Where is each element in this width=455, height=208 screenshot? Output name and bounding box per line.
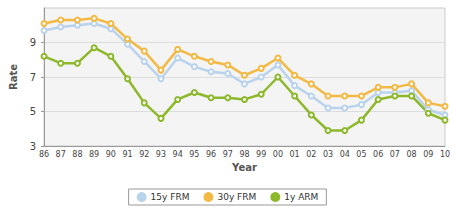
svg-text:02: 02 bbox=[306, 150, 316, 159]
svg-text:98: 98 bbox=[239, 150, 249, 159]
svg-text:01: 01 bbox=[290, 150, 300, 159]
svg-text:09: 09 bbox=[423, 150, 433, 159]
svg-text:86: 86 bbox=[39, 150, 49, 159]
svg-text:15y FRM: 15y FRM bbox=[151, 192, 190, 202]
svg-text:96: 96 bbox=[206, 150, 216, 159]
svg-text:3: 3 bbox=[30, 141, 36, 152]
svg-text:9: 9 bbox=[30, 37, 36, 48]
svg-text:89: 89 bbox=[89, 150, 99, 159]
svg-text:5: 5 bbox=[30, 106, 36, 117]
svg-text:04: 04 bbox=[340, 150, 350, 159]
svg-text:7: 7 bbox=[30, 72, 36, 83]
svg-text:88: 88 bbox=[72, 150, 82, 159]
svg-text:92: 92 bbox=[139, 150, 149, 159]
svg-text:Year: Year bbox=[231, 162, 257, 173]
svg-text:95: 95 bbox=[189, 150, 199, 159]
svg-text:90: 90 bbox=[106, 150, 116, 159]
svg-text:87: 87 bbox=[56, 150, 66, 159]
svg-text:07: 07 bbox=[390, 150, 400, 159]
svg-text:06: 06 bbox=[373, 150, 383, 159]
svg-text:00: 00 bbox=[273, 150, 283, 159]
svg-text:03: 03 bbox=[323, 150, 333, 159]
svg-text:1y ARM: 1y ARM bbox=[284, 192, 318, 202]
svg-text:97: 97 bbox=[223, 150, 233, 159]
svg-text:05: 05 bbox=[356, 150, 366, 159]
svg-text:99: 99 bbox=[256, 150, 266, 159]
svg-text:Rate: Rate bbox=[8, 64, 19, 90]
svg-text:08: 08 bbox=[406, 150, 416, 159]
svg-text:93: 93 bbox=[156, 150, 166, 159]
svg-text:10: 10 bbox=[440, 150, 450, 159]
svg-text:91: 91 bbox=[122, 150, 132, 159]
svg-text:94: 94 bbox=[173, 150, 183, 159]
svg-text:30y FRM: 30y FRM bbox=[217, 192, 256, 202]
